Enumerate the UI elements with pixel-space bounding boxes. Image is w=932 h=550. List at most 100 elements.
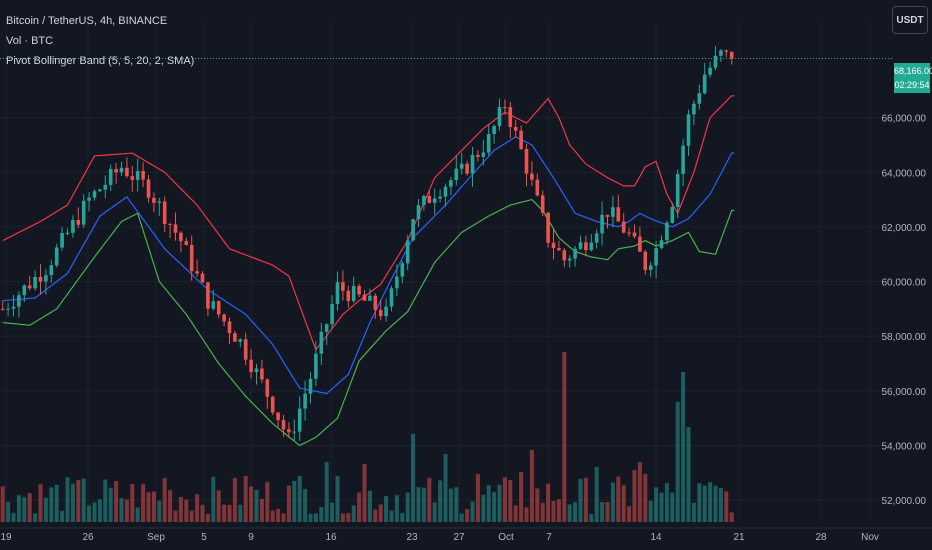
volume-bar — [594, 467, 599, 522]
volume-bar — [227, 504, 232, 522]
candle-body — [281, 420, 286, 430]
y-tick-label: 58,000.00 — [882, 332, 927, 343]
candle-body — [432, 198, 437, 203]
candle-body — [276, 412, 280, 421]
volume-bar — [416, 487, 421, 522]
volume-bar — [578, 478, 583, 522]
volume-bar — [654, 487, 659, 522]
candle-body — [692, 103, 696, 115]
price-axis[interactable]: 52,000.00 54,000.00 56,000.00 58,000.00 60,0… — [882, 114, 927, 508]
candle-body — [308, 378, 313, 394]
volume-bar — [729, 512, 734, 522]
candle-body — [470, 154, 475, 174]
volume-bar — [389, 510, 394, 522]
volume-bar — [286, 485, 291, 522]
candle-body — [168, 224, 172, 226]
currency-button[interactable]: USDT — [892, 6, 928, 34]
candle-body — [17, 295, 21, 307]
candle-body — [81, 200, 86, 225]
volume-bar — [432, 502, 437, 522]
volume-bar — [475, 474, 480, 522]
volume-bar — [351, 505, 356, 522]
candle-body — [562, 250, 567, 261]
candle-body — [249, 359, 253, 373]
volume-bar — [367, 490, 372, 522]
volume-label[interactable]: Vol · BTC — [6, 35, 54, 47]
candle-body — [6, 308, 10, 310]
candle-body — [292, 431, 297, 433]
volume-bar — [691, 502, 696, 522]
volume-bar — [43, 497, 48, 522]
indicator-label[interactable]: Pivot Bollinger Band (5, 5, 20, 2, SMA) — [6, 55, 195, 67]
volume-bar — [195, 494, 200, 522]
volume-bar — [681, 372, 686, 522]
x-tick-label: Nov — [861, 532, 879, 543]
candle-body — [49, 265, 54, 276]
candle-body — [184, 241, 189, 246]
volume-bar — [400, 512, 405, 522]
volume-bar — [49, 487, 54, 522]
x-tick-label: 27 — [453, 532, 465, 543]
volume-bar — [6, 501, 11, 522]
candle-body — [508, 107, 513, 127]
candle-body — [427, 196, 432, 203]
volume-bar — [686, 427, 691, 522]
candle-body — [648, 265, 653, 271]
volume-bar — [103, 479, 108, 522]
volume-bar — [378, 504, 383, 522]
candle-body — [54, 247, 59, 266]
candle-body — [659, 240, 664, 249]
candle-body — [578, 242, 583, 249]
volume-bar — [249, 486, 254, 522]
volume-bar — [265, 482, 270, 522]
candle-body — [60, 232, 64, 248]
symbol-title[interactable]: Bitcoin / TetherUS, 4h, BINANCE — [6, 15, 168, 27]
volume-bar — [81, 478, 86, 522]
candle-body — [216, 301, 221, 315]
volume-bar — [270, 510, 275, 522]
candle-body — [400, 263, 405, 277]
candle-body — [108, 169, 113, 185]
x-tick-label: 26 — [82, 532, 94, 543]
volume-bar — [443, 454, 448, 522]
candle-body — [357, 285, 361, 295]
candle-body — [675, 173, 680, 208]
candle-body — [416, 205, 421, 220]
candle-body — [152, 197, 156, 203]
volume-bar — [373, 509, 378, 522]
candle-body — [22, 285, 27, 296]
volume-bar — [421, 487, 426, 522]
time-axis[interactable]: 19 26 Sep 5 9 16 23 27 Oct 7 14 21 28 Nov — [0, 527, 932, 543]
candle-body — [135, 170, 140, 180]
volume-bar — [508, 480, 513, 522]
volume-bar — [589, 513, 594, 522]
volume-bar — [178, 496, 183, 522]
candle-body — [389, 288, 394, 307]
candle-body — [632, 232, 637, 237]
x-tick-label: 9 — [248, 532, 254, 543]
volume-bar — [168, 490, 173, 522]
volume-bar — [276, 508, 281, 522]
x-tick-label: Sep — [147, 532, 165, 543]
volume-bar — [335, 476, 340, 522]
candle-body — [189, 245, 194, 272]
candle-body — [200, 273, 205, 283]
volume-bar — [92, 502, 97, 522]
candle-body — [27, 285, 32, 289]
volume-bar — [562, 352, 567, 522]
candle-body — [621, 221, 626, 233]
candle-body — [87, 197, 91, 201]
candle-body — [454, 168, 459, 181]
volume-bar — [324, 462, 329, 522]
volume-bar — [157, 500, 162, 522]
volume-bar — [16, 495, 21, 522]
volume-bar — [513, 505, 518, 522]
candle-body — [270, 396, 275, 413]
y-tick-label: 62,000.00 — [882, 223, 927, 234]
volume-bar — [394, 495, 399, 522]
volume-bar — [319, 507, 324, 522]
candle-body — [130, 176, 135, 180]
volume-bar — [470, 501, 475, 522]
candle-body — [697, 93, 702, 104]
